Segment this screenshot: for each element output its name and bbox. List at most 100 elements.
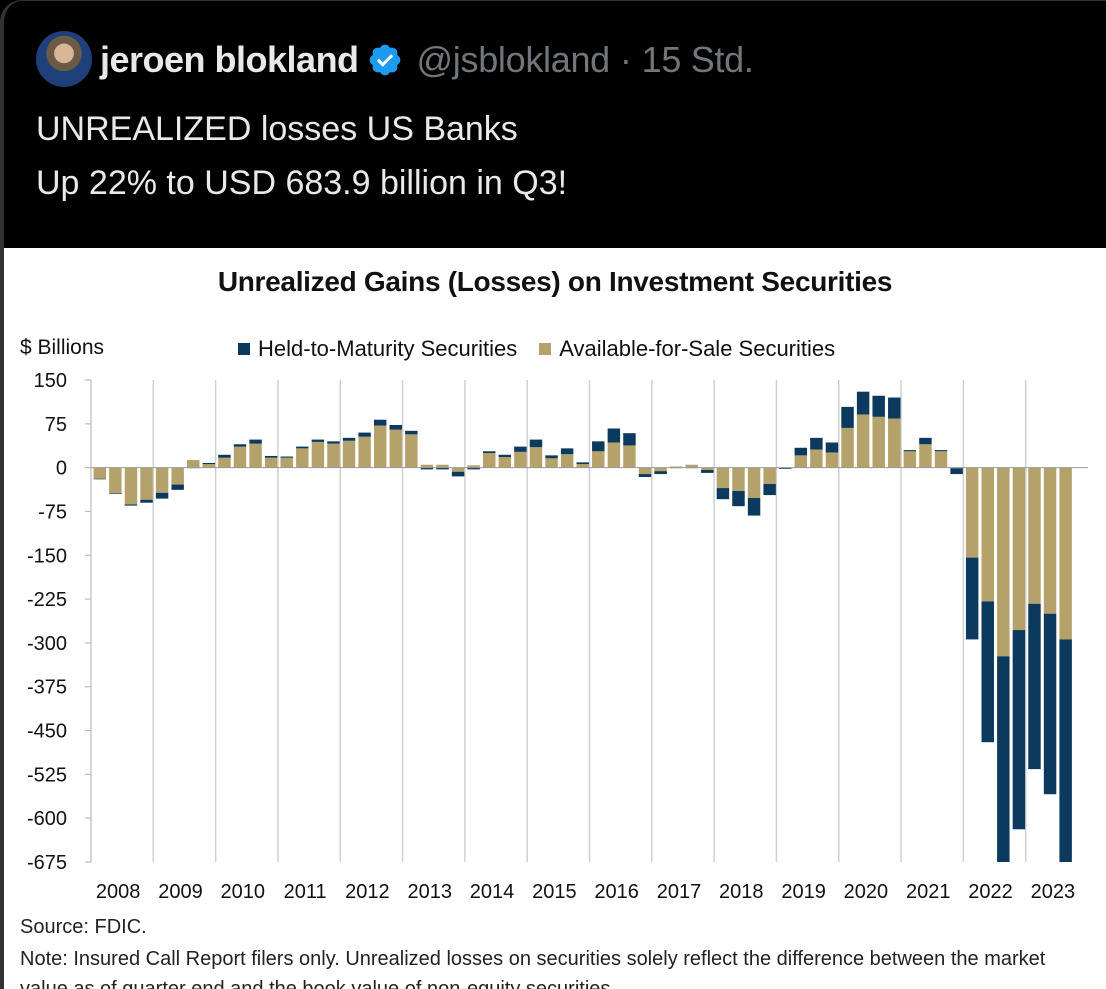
bar-afs <box>389 429 403 468</box>
bar-htm <box>732 491 745 507</box>
bar-htm <box>389 424 403 430</box>
y-tick-label: 150 <box>34 370 67 392</box>
bar-afs <box>327 443 340 468</box>
y-tick-label: -300 <box>27 633 67 655</box>
x-tick-label: 2008 <box>96 881 141 903</box>
avatar[interactable] <box>36 31 92 87</box>
x-tick-label: 2011 <box>284 881 327 903</box>
x-tick-label: 2020 <box>844 881 889 903</box>
bar-afs <box>623 445 636 468</box>
bar-afs <box>1028 467 1041 604</box>
chart-plot: 150 75 0 -75 -150 -225 -300 -375 -450 -525 -600 -67… <box>27 370 1088 903</box>
bar-htm <box>778 467 792 469</box>
bar-htm <box>342 437 356 441</box>
x-tick-label: 2010 <box>221 881 266 903</box>
bar-afs <box>187 460 200 468</box>
bar-htm <box>155 492 169 499</box>
y-tick-label: 0 <box>56 458 67 480</box>
bar-afs <box>171 467 184 485</box>
y-tick-label: -225 <box>27 589 67 611</box>
verified-badge-icon <box>369 44 400 76</box>
tweet-media-image[interactable]: Unrealized Gains (Losses) on Investment … <box>4 248 1106 989</box>
bar-htm <box>451 471 465 477</box>
bar-afs <box>981 467 994 602</box>
bar-htm <box>249 439 262 444</box>
bar-htm <box>436 467 449 470</box>
bar-htm <box>171 484 184 490</box>
x-tick-label: 2015 <box>532 881 577 903</box>
bar-htm <box>358 432 371 437</box>
bar-afs <box>109 467 122 494</box>
bar-htm <box>825 442 839 453</box>
bar-afs <box>997 467 1010 657</box>
x-tick-label: 2017 <box>657 881 702 903</box>
bar-afs <box>685 464 698 468</box>
x-tick-label: 2022 <box>968 881 1013 903</box>
bar-htm <box>311 439 325 442</box>
bar-afs <box>140 467 153 500</box>
bar-htm <box>124 504 138 506</box>
bar-afs <box>669 466 683 468</box>
bar-afs <box>1043 467 1057 614</box>
bar-afs <box>638 467 652 475</box>
bar-afs <box>1012 467 1026 631</box>
bar-afs <box>373 425 387 468</box>
bar-htm <box>420 467 434 470</box>
author-handle[interactable]: @jsblokland <box>416 39 611 80</box>
bar-htm <box>545 455 558 459</box>
chart-note: Note: Insured Call Report filers only. U… <box>20 948 1046 989</box>
bar-htm <box>140 499 153 503</box>
bar-afs <box>872 416 885 468</box>
tweet-text: UNREALIZED losses US Banks Up 22% to USD… <box>36 102 567 210</box>
bar-afs <box>467 465 480 468</box>
bar-afs <box>296 448 309 468</box>
bar-afs <box>218 457 231 468</box>
bar-afs <box>592 451 605 468</box>
bar-afs <box>825 452 839 468</box>
bar-afs <box>420 464 434 468</box>
bar-afs <box>934 451 948 468</box>
y-axis-unit-label: $ Billions <box>20 336 105 359</box>
legend-item-afs: Available-for-Sale Securities <box>539 336 835 362</box>
bar-htm <box>701 469 714 473</box>
tweet-header: jeroen blokland @jsblokland · 15 Std. <box>36 31 754 87</box>
bar-afs <box>701 467 714 470</box>
bar-htm <box>218 454 231 458</box>
bar-htm <box>872 395 885 417</box>
y-tick-label: -525 <box>27 764 67 786</box>
bar-afs <box>560 454 574 468</box>
bar-htm <box>919 437 932 445</box>
bar-afs <box>436 464 449 468</box>
bar-htm <box>856 391 870 415</box>
bar-htm <box>373 419 387 426</box>
bar-htm <box>841 406 854 428</box>
bar-htm <box>498 454 512 458</box>
bar-afs <box>249 443 262 468</box>
x-tick-label: 2012 <box>345 881 390 903</box>
legend-label-afs: Available-for-Sale Securities <box>559 336 836 361</box>
bar-htm <box>716 488 730 500</box>
x-tick-label: 2014 <box>470 881 515 903</box>
bar-afs <box>280 457 293 468</box>
bar-htm <box>623 433 636 446</box>
bar-htm <box>747 498 761 516</box>
bar-afs <box>405 434 418 468</box>
legend-item-htm: Held-to-Maturity Securities <box>238 336 517 362</box>
bar-htm <box>576 462 589 465</box>
y-tick-label: -675 <box>27 852 67 874</box>
bar-afs <box>202 464 216 468</box>
bar-afs <box>841 427 854 468</box>
bar-htm <box>763 483 776 496</box>
bar-htm <box>529 439 543 448</box>
bar-htm <box>483 451 496 454</box>
bar-afs <box>856 414 870 468</box>
bar-htm <box>654 471 667 475</box>
y-tick-label: -150 <box>27 545 67 567</box>
bar-htm <box>1043 613 1057 795</box>
bar-htm <box>109 493 122 494</box>
bar-afs <box>483 453 496 468</box>
author-name[interactable]: jeroen blokland <box>100 39 359 80</box>
bar-afs <box>451 467 465 472</box>
timestamp[interactable]: 15 Std. <box>641 39 754 80</box>
bar-htm <box>296 446 309 449</box>
